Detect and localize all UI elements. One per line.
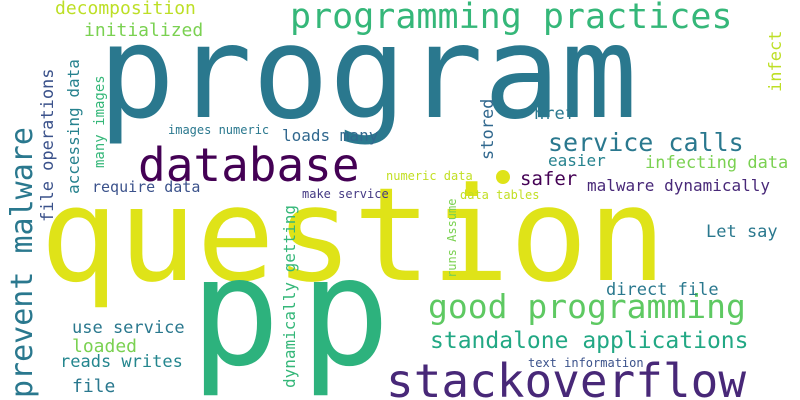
word-dynamically-getting: dynamically getting [280,204,299,388]
word-p-right: p [300,226,391,400]
word-use-service: use service [72,318,185,338]
word-question: question [40,159,667,311]
word-programming-practices: programming practices [290,0,733,37]
word-stackoverflow: stackoverflow [386,354,747,400]
word-good-programming: good programming [428,287,746,326]
word-href: href [534,104,575,124]
word-make-service: make service [302,187,389,201]
word-database: database [138,138,360,192]
word-direct-file: direct file [606,280,719,300]
word-reads-writes: reads writes [60,352,183,372]
word-data-tables: data tables [460,188,540,202]
word-loaded: loaded [72,336,138,357]
word-accessing-data: accessing data [64,59,83,194]
word-many-images: many images [92,75,108,168]
word-p-left: p [190,226,281,400]
word-images-numeric: images numeric [168,123,270,137]
word-decomposition: decomposition [55,0,196,19]
word-malware-dynamically: malware dynamically [587,176,771,195]
word-infecting-data: infecting data [645,153,789,173]
word-service-calls: service calls [548,128,744,157]
word-safer: safer [520,168,578,190]
word-loads-many: loads many [282,126,379,145]
word-runs-assume: runs Assume [445,198,459,278]
word-let-say: Let say [706,222,778,242]
word-file-operations: file operations [38,68,58,222]
word-require-data: require data [92,178,201,196]
dot-mark [496,170,510,184]
word-text-information: text information [528,356,644,370]
word-easier: easier [548,151,606,170]
word-stored: stored [478,98,498,160]
word-standalone-applications: standalone applications [430,328,749,354]
word-infect: infect [766,30,786,92]
word-file: file [72,376,116,397]
word-program: program [98,0,638,148]
word-numeric-data: numeric data [386,169,473,183]
word-prevent-malware: prevent malware [5,127,40,398]
word-initialized: initialized [84,20,204,41]
